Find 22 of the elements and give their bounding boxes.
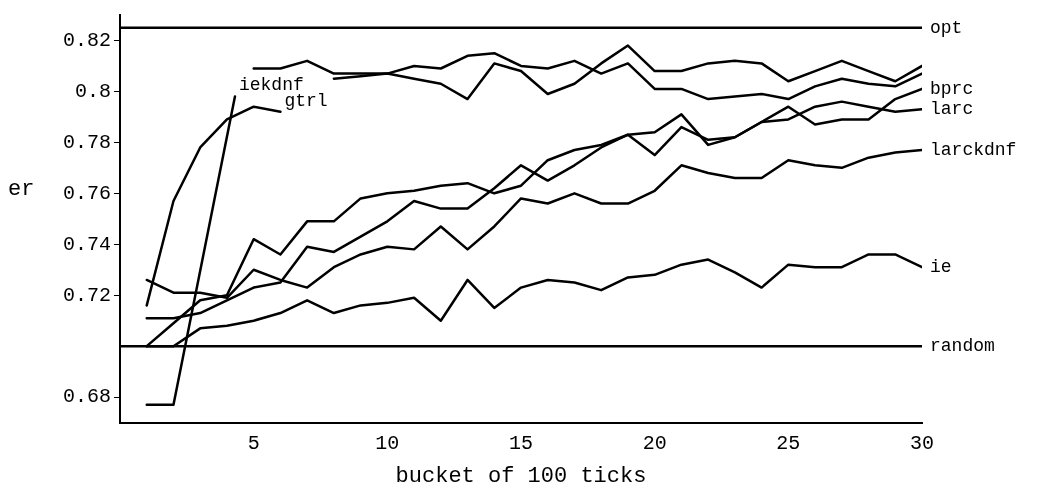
y-tick-label: 0.76 [62,181,112,205]
series-label: ie [930,256,952,277]
x-axis-title: bucket of 100 ticks [395,463,647,489]
series-label: bprc [930,78,974,99]
y-axis-title: er [8,176,35,202]
series-label: larckdnf [930,139,1017,160]
x-tick-label: 15 [509,431,534,455]
y-tick-label: 0.74 [62,232,112,256]
y-tick-label: 0.82 [62,28,112,52]
x-tick-label: 30 [909,431,935,455]
series-label: larc [930,99,974,120]
x-tick-label: 5 [247,431,260,455]
series-label: random [930,335,995,356]
series-label: opt [930,17,963,38]
series-label: gtrl [284,90,328,111]
x-tick-label: 10 [375,431,400,455]
y-tick-label: 0.72 [62,283,112,307]
y-tick-label: 0.68 [62,385,112,409]
x-tick-label: 25 [776,431,801,455]
y-tick-label: 0.8 [74,79,112,103]
x-tick-label: 20 [642,431,667,455]
y-tick-label: 0.78 [62,130,112,154]
